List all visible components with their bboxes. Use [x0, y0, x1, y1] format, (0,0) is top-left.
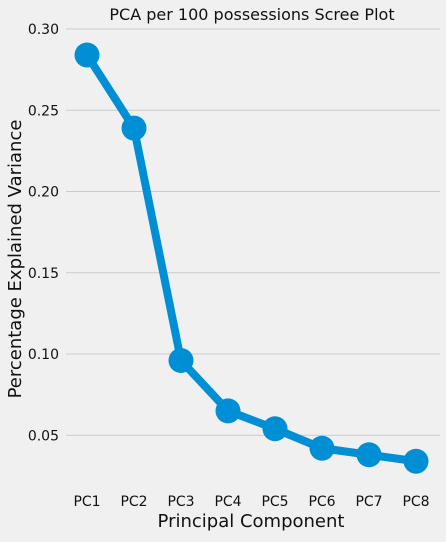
data-point-pc2: [121, 115, 147, 141]
y-tick-label: 0.05: [28, 428, 59, 444]
y-tick-label: 0.30: [28, 22, 59, 38]
x-tick-label: PC4: [214, 494, 241, 510]
y-tick-label: 0.20: [28, 185, 59, 201]
data-points: [74, 42, 429, 474]
y-tick-labels: 0.05 0.10 0.15 0.20 0.25 0.30: [28, 22, 59, 444]
x-tick-label: PC1: [73, 494, 100, 510]
y-axis-label: Percentage Explained Variance: [5, 120, 26, 399]
x-tick-label: PC2: [120, 494, 147, 510]
y-tick-label: 0.15: [28, 266, 59, 282]
x-tick-label: PC6: [308, 494, 335, 510]
chart-title: PCA per 100 possessions Scree Plot: [109, 5, 394, 24]
data-point-pc5: [262, 416, 288, 442]
x-tick-label: PC5: [261, 494, 288, 510]
x-axis-label: Principal Component: [158, 511, 345, 532]
x-tick-labels: PC1 PC2 PC3 PC4 PC5 PC6 PC7 PC8: [73, 494, 429, 510]
x-tick-label: PC7: [355, 494, 382, 510]
data-point-pc4: [215, 398, 241, 424]
x-tick-label: PC3: [167, 494, 194, 510]
x-tick-label: PC8: [402, 494, 429, 510]
y-tick-label: 0.25: [28, 103, 59, 119]
data-point-pc3: [168, 348, 194, 373]
y-tick-label: 0.10: [28, 347, 59, 363]
data-point-pc6: [309, 435, 335, 461]
data-point-pc7: [356, 442, 382, 468]
grid-lines: [66, 28, 440, 436]
data-point-pc1: [74, 42, 100, 68]
data-point-pc8: [403, 448, 429, 474]
